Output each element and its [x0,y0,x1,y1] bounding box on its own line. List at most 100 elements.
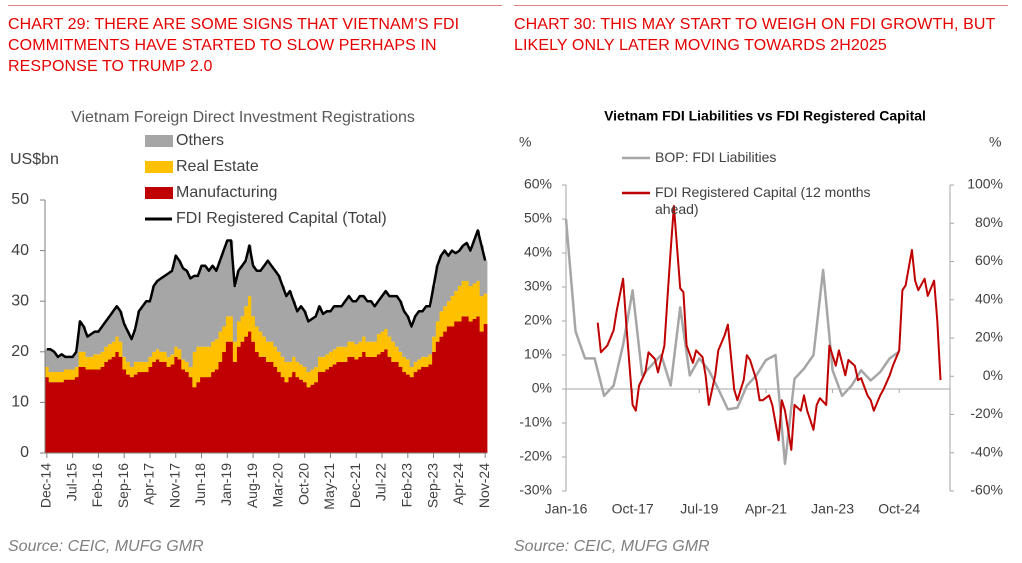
area-segment [59,372,64,383]
top-rule [514,5,1008,6]
series-line [564,218,900,466]
legend-label: FDI Registered Capital (Total) [176,210,387,227]
area-segment [155,359,160,453]
chart-title: Vietnam Foreign Direct Investment Regist… [71,109,415,126]
area-segment [472,283,477,319]
area-segment [155,349,160,360]
area-segment [313,382,318,453]
area-segment [376,354,381,453]
area-segment [103,361,109,453]
area-segment [133,374,138,453]
area-segment [122,356,127,370]
area-segment [70,356,75,370]
area-segment [56,382,61,453]
area-segment [78,366,83,453]
area-segment [137,361,142,373]
area-segment [92,354,97,370]
area-segment [328,366,333,453]
area-segment [343,346,348,362]
area-segment [398,301,403,352]
area-segment [394,361,399,453]
y-tick-label: 30 [11,292,29,309]
area-segment [148,356,153,367]
area-segment [177,260,182,350]
area-segment [402,311,407,357]
area-segment [431,336,436,352]
x-tick-label: Jan-16 [545,501,588,517]
area-segment [140,306,145,362]
area-segment [372,356,377,453]
area-segment [173,346,178,357]
area-segment [313,316,318,367]
area-segment [295,311,300,362]
area-segment [107,359,112,453]
area-segment [243,336,248,453]
area-segment [439,336,444,453]
area-segment [70,379,75,453]
area-segment [210,372,215,453]
area-segment [229,341,234,453]
area-segment [358,356,363,453]
area-segment [225,341,230,453]
area-segment [236,270,241,322]
area-segment [431,351,436,453]
x-tick-label: Apr-21 [745,501,787,517]
area-segment [52,351,57,373]
area-segment [122,323,127,357]
area-segment [199,265,204,347]
area-segment [207,346,212,378]
area-segment [464,243,469,281]
area-segment [59,382,64,453]
y-tick-label: 20 [11,343,29,360]
area-segment [332,364,337,453]
area-segment [335,346,341,362]
area-segment [56,372,61,383]
area-segment [354,301,359,345]
area-segment [306,387,311,453]
area-segment [361,351,366,453]
area-segment [324,369,330,453]
area-segment [67,369,72,380]
area-segment [269,265,274,342]
x-tick-label: Oct-17 [612,501,654,517]
area-segment [262,336,267,357]
area-segment [184,372,190,453]
area-segment [361,296,366,337]
area-segment [464,316,469,453]
area-segment [59,354,64,373]
area-segment [162,351,167,362]
area-segment [100,351,105,367]
y-tick-label: 50% [524,210,552,226]
area-segment [284,361,289,383]
area-segment [240,316,245,342]
area-segment [277,275,282,352]
x-tick-label: Jun-18 [192,463,208,506]
area-segment [214,369,219,453]
area-segment [365,301,370,342]
area-segment [324,311,330,355]
y-axis-label: % [519,134,531,150]
area-segment [306,372,311,388]
area-segment [291,372,296,453]
area-segment [383,349,388,453]
area-segment [196,382,201,453]
area-segment [196,346,201,383]
area-segment [243,260,248,307]
area-segment [111,341,116,357]
area-segment [376,334,381,355]
area-segment [221,351,226,453]
area-segment [358,341,363,357]
area-segment [243,306,248,337]
area-segment [372,341,377,357]
area-segment [218,361,223,453]
y2-tick-label: 20% [975,329,1003,345]
area-segment [391,341,396,362]
x-tick-label: Dec-21 [347,463,363,508]
y2-tick-label: -60% [970,482,1003,498]
area-segment [424,356,429,367]
area-segment [70,369,75,380]
series-line [596,205,942,451]
area-segment [192,351,197,388]
area-segment [258,270,263,332]
area-segment [310,384,315,453]
